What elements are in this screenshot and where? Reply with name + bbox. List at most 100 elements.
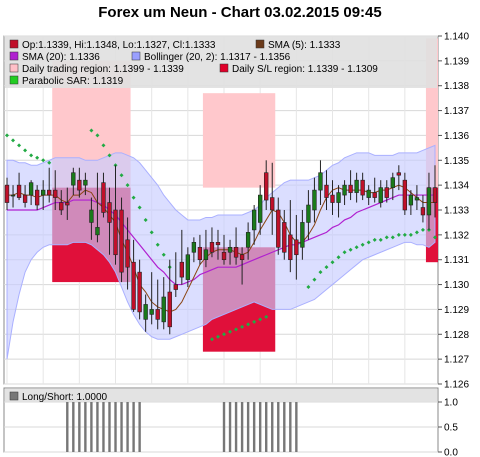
long-short-bar (108, 402, 111, 452)
sar-point (330, 260, 335, 265)
sar-point (234, 327, 239, 332)
candle-up (318, 172, 323, 191)
sar-point (11, 138, 16, 143)
long-short-bar (277, 402, 280, 452)
legend-box (5, 36, 437, 88)
candle-down (53, 189, 58, 198)
candle-down (167, 291, 172, 328)
sar-point (228, 329, 233, 334)
candle-down (330, 194, 335, 203)
candle-down (22, 194, 28, 203)
candle-down (4, 184, 10, 203)
sar-point (101, 143, 106, 148)
sar-point (306, 285, 311, 290)
long-short-bar (222, 402, 226, 452)
legend-sma5-swatch (255, 39, 265, 49)
y-tick-label: 1.140 (444, 32, 469, 43)
candle-down (396, 172, 401, 176)
sar-point (336, 255, 341, 260)
legend-sl-label: Daily S/L region: 1.1339 - 1.1309 (232, 64, 378, 75)
candle-up (306, 204, 311, 223)
y-tick-label: 1.132 (444, 230, 469, 241)
y-tick-label: 1.136 (444, 131, 469, 142)
long-short-bar (72, 402, 75, 452)
sar-point (420, 227, 425, 232)
sar-point (408, 232, 413, 237)
candle-down (16, 184, 22, 198)
long-short-axis: 0.0 0.5 1.0 (438, 398, 458, 457)
candle-down (324, 184, 329, 198)
candle-down (282, 222, 287, 253)
long-short-bar (138, 402, 141, 452)
candle-down (233, 246, 239, 258)
legend-ohlc-swatch (9, 39, 19, 49)
candle-down (77, 179, 82, 191)
sar-point (95, 133, 100, 138)
candle-up (258, 194, 263, 223)
long-short-bar (114, 402, 117, 452)
long-short-bar (295, 402, 298, 452)
legend-ohlc-label: Op:1.1339, Hi:1.1348, Lo:1.1327, Cl:1.13… (22, 40, 216, 51)
candle-down (215, 242, 221, 246)
long-short-bar (102, 402, 105, 452)
sar-point (35, 155, 40, 160)
sar-point (23, 148, 28, 153)
candle-down (288, 234, 293, 261)
candle-down (348, 184, 353, 193)
sar-point (414, 230, 419, 235)
chart-title: Forex um Neun - Chart 03.02.2015 09:45 (98, 4, 382, 21)
candle-down (372, 192, 377, 198)
sar-point (131, 195, 136, 200)
candle-down (360, 179, 365, 196)
candle-up (251, 209, 257, 231)
candle-up (245, 232, 251, 248)
sar-point (5, 133, 10, 138)
sar-point (342, 250, 347, 255)
candle-up (143, 304, 148, 320)
candle-down (384, 187, 389, 198)
candle-up (426, 187, 432, 216)
sar-point (125, 183, 130, 188)
sar-point (246, 322, 251, 327)
candle-up (89, 209, 94, 223)
candle-down (107, 202, 112, 223)
price-axis: 1.126 1.127 1.128 1.129 1.130 1.131 1.132 1.133… (438, 32, 469, 391)
candle-down (47, 189, 52, 196)
legend-sma20-label: SMA (20): 1.1336 (22, 52, 100, 63)
sar-point (155, 242, 160, 247)
long-short-bars (66, 402, 298, 452)
sar-point (252, 319, 257, 324)
sub-y-tick-label: 1.0 (444, 398, 458, 409)
long-short-bar (252, 402, 256, 452)
candle-down (197, 246, 203, 261)
long-short-bar (228, 402, 232, 452)
sar-point (366, 240, 371, 245)
candle-up (300, 222, 305, 248)
sar-point (384, 235, 389, 240)
sar-point (240, 324, 245, 329)
candle-down (137, 271, 142, 313)
long-short-bar (246, 402, 250, 452)
candle-down (131, 261, 136, 310)
sar-point (390, 235, 395, 240)
sar-point (324, 265, 329, 270)
legend-trading-swatch (9, 63, 19, 73)
sar-point (378, 237, 383, 242)
candle-down (179, 261, 184, 278)
legend-bollinger-label: Bollinger (20, 2): 1.1317 - 1.1356 (144, 52, 291, 63)
candle-down (155, 309, 160, 320)
long-short-bar (289, 402, 292, 452)
long-short-panel: Long/Short: 1.0000 0.0 0.5 1.0 (3, 387, 458, 457)
long-short-bar (126, 402, 129, 452)
sar-point (432, 235, 437, 240)
y-tick-label: 1.135 (444, 156, 469, 167)
candle-down (59, 202, 64, 211)
candle-down (402, 179, 408, 211)
sub-legend-swatch (9, 391, 19, 401)
long-short-bar (78, 402, 81, 452)
sar-point (215, 334, 220, 339)
sub-y-tick-label: 0.0 (444, 448, 458, 457)
candle-down (239, 254, 245, 261)
y-tick-label: 1.134 (444, 181, 469, 192)
sar-point (348, 247, 353, 252)
